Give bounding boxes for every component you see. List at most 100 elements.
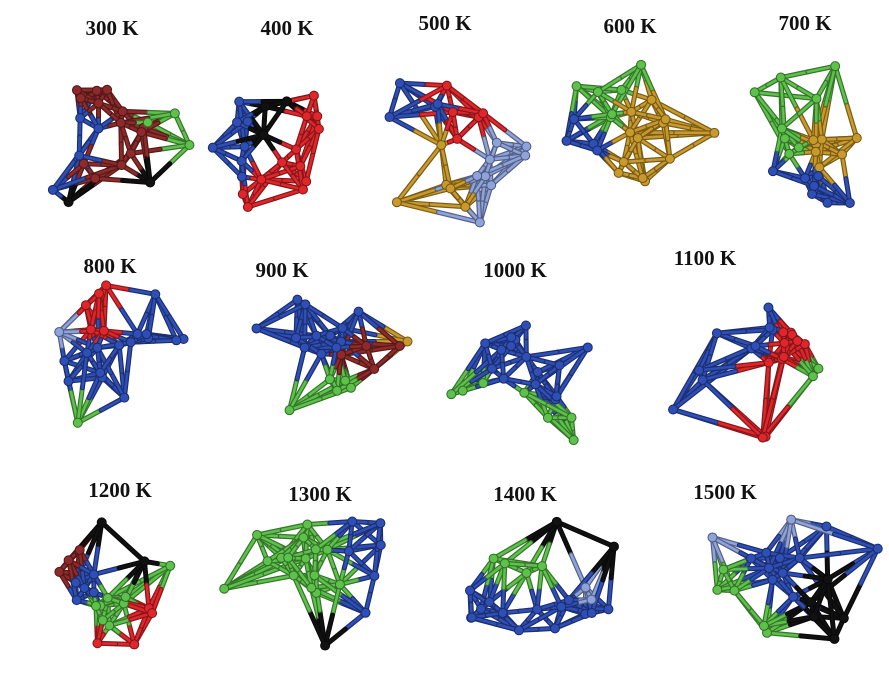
atom <box>234 96 245 107</box>
atom <box>664 153 675 164</box>
atom <box>592 145 603 156</box>
bond <box>331 583 342 617</box>
atom <box>336 349 347 360</box>
atom <box>777 567 788 578</box>
atom <box>292 294 303 305</box>
panel-label: 900 K <box>255 258 309 282</box>
atom <box>788 591 799 602</box>
cluster <box>384 78 532 228</box>
atom <box>592 86 603 97</box>
bond <box>255 327 291 343</box>
atom <box>822 197 833 208</box>
atom <box>586 608 597 619</box>
atom <box>90 601 101 612</box>
bond <box>701 369 737 382</box>
atom <box>299 342 310 353</box>
atom <box>568 435 579 446</box>
atom <box>447 107 458 118</box>
bond <box>308 609 327 647</box>
bond <box>833 64 848 104</box>
bond <box>833 532 880 550</box>
atom <box>150 289 161 300</box>
atom <box>139 556 150 567</box>
atom <box>322 544 333 555</box>
atom <box>778 327 789 338</box>
atom <box>283 552 294 563</box>
atom <box>472 170 483 181</box>
bond <box>81 351 89 390</box>
atom <box>637 173 648 184</box>
bond <box>388 100 420 119</box>
bond <box>338 592 367 615</box>
bond <box>764 361 770 402</box>
atom <box>232 117 243 128</box>
panel-label: 1500 K <box>693 480 757 504</box>
bond <box>419 112 443 147</box>
atom <box>136 127 147 138</box>
atom <box>749 87 760 98</box>
bond <box>292 574 311 612</box>
atom <box>807 371 818 382</box>
atom <box>774 553 785 564</box>
atom <box>851 133 862 144</box>
atom <box>316 348 327 359</box>
bond <box>671 408 721 425</box>
atom <box>104 620 115 631</box>
atom <box>116 160 127 171</box>
atom <box>375 518 386 529</box>
bond <box>584 532 616 548</box>
atom <box>626 106 637 117</box>
atom <box>85 324 96 335</box>
atom <box>300 299 311 310</box>
bond <box>395 172 421 204</box>
bond <box>681 115 716 135</box>
atom <box>260 101 271 112</box>
atom <box>779 133 790 144</box>
atom <box>775 72 786 83</box>
atom <box>145 177 156 188</box>
atom <box>767 166 778 177</box>
atom <box>625 127 636 138</box>
atom <box>277 157 288 168</box>
atom <box>347 516 358 527</box>
atom <box>668 404 679 415</box>
atom <box>75 93 86 104</box>
bond <box>697 365 736 372</box>
bond <box>555 520 587 536</box>
atom <box>281 96 292 107</box>
bond <box>837 547 880 555</box>
panel-label: 1200 K <box>88 478 152 502</box>
atom <box>616 84 627 95</box>
atom <box>72 417 83 428</box>
atom <box>337 323 348 334</box>
atom <box>794 553 805 564</box>
atom <box>63 197 74 208</box>
atom <box>486 180 497 191</box>
atom <box>452 133 463 144</box>
atom <box>288 570 299 581</box>
atom <box>80 300 91 311</box>
atom <box>369 363 380 374</box>
bond <box>437 211 482 224</box>
atom <box>476 603 487 614</box>
atom <box>101 280 112 291</box>
atom <box>480 338 491 349</box>
atom <box>561 135 572 146</box>
atom <box>300 553 311 564</box>
atom <box>141 329 152 340</box>
atom <box>778 351 789 362</box>
cluster <box>561 59 720 187</box>
bond <box>786 374 815 409</box>
atom <box>165 560 176 571</box>
atom <box>375 540 386 551</box>
bond <box>346 521 382 538</box>
bond <box>395 187 439 204</box>
cluster <box>47 84 195 208</box>
atom <box>75 113 86 124</box>
atom <box>93 123 104 134</box>
cluster <box>251 294 413 416</box>
atom <box>147 608 158 619</box>
atom <box>332 385 343 396</box>
atom <box>582 342 593 353</box>
atom <box>498 373 509 384</box>
